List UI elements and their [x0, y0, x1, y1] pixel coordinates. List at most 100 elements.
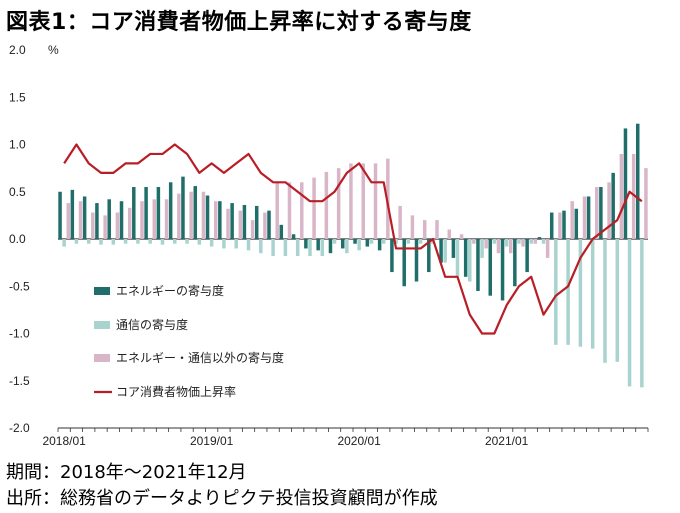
other-bar — [484, 239, 488, 249]
energy-bar — [488, 239, 493, 296]
telecom-bar — [504, 239, 509, 247]
energy-bar — [353, 239, 357, 244]
energy-bar — [476, 239, 480, 291]
legend-label: エネルギー・通信以外の寄与度 — [116, 350, 284, 365]
other-bar — [521, 239, 525, 247]
telecom-bar — [271, 239, 275, 257]
energy-bar — [500, 239, 505, 301]
x-tick-label: 2021/01 — [485, 434, 529, 448]
telecom-bar — [517, 239, 521, 244]
other-bar — [189, 191, 193, 239]
energy-bar — [328, 239, 333, 254]
energy-bar — [181, 176, 185, 239]
page-title: 図表1：コア消費者物価上昇率に対する寄与度 — [6, 10, 472, 35]
energy-bar — [144, 187, 148, 239]
telecom-bar — [406, 239, 411, 244]
energy-bar — [132, 187, 136, 239]
energy-bar — [365, 239, 370, 247]
other-bar — [127, 207, 132, 239]
telecom-bar — [418, 239, 423, 244]
telecom-bar — [615, 239, 620, 362]
telecom-bar — [529, 239, 533, 244]
energy-bar — [205, 195, 210, 239]
other-bar — [226, 208, 230, 239]
other-bar — [508, 239, 513, 254]
telecom-bar — [222, 239, 226, 249]
y-tick-label: 1.5 — [9, 90, 26, 104]
other-bar — [91, 212, 95, 239]
telecom-bar — [148, 239, 152, 244]
telecom-bar — [566, 239, 570, 345]
y-axis-unit: % — [48, 43, 59, 57]
other-bar — [324, 171, 329, 239]
energy-bar — [304, 239, 308, 249]
y-tick-label: 0.5 — [9, 185, 26, 199]
energy-bar — [193, 186, 198, 239]
telecom-bar — [259, 239, 263, 254]
energy-bar — [119, 201, 124, 239]
other-bar — [644, 168, 648, 239]
energy-bar — [623, 128, 628, 239]
other-bar — [582, 196, 587, 239]
telecom-bar — [62, 239, 66, 247]
other-bar — [373, 163, 378, 239]
other-bar — [459, 234, 464, 239]
telecom-bar — [369, 239, 374, 244]
energy-bar — [107, 199, 111, 239]
other-bar — [570, 201, 574, 239]
other-bar — [545, 239, 550, 258]
other-bar — [66, 203, 70, 239]
energy-bar — [562, 210, 566, 239]
energy-bar — [427, 239, 431, 273]
other-bar — [607, 182, 611, 239]
y-tick-label: -2.0 — [9, 421, 30, 435]
other-bar — [558, 212, 562, 239]
x-tick-label: 2019/01 — [190, 434, 234, 448]
telecom-bar — [320, 239, 325, 257]
other-bar — [177, 193, 181, 239]
telecom-bar — [394, 239, 398, 244]
energy-bar — [168, 182, 173, 239]
energy-bar — [537, 237, 542, 239]
telecom-bar — [332, 239, 337, 244]
telecom-bar — [554, 239, 558, 345]
other-bar — [78, 201, 83, 239]
energy-bar — [58, 191, 62, 239]
y-tick-label: 0.0 — [9, 232, 26, 246]
other-bar — [435, 220, 439, 239]
energy-bar — [377, 239, 382, 251]
y-tick-label: 1.0 — [9, 138, 26, 152]
energy-bar — [316, 239, 320, 251]
other-bar — [410, 215, 415, 239]
energy-bar — [82, 196, 87, 239]
other-bar — [275, 182, 279, 239]
telecom-bar — [492, 239, 497, 244]
telecom-bar — [541, 239, 546, 244]
other-bar — [361, 163, 365, 239]
other-bar — [140, 201, 144, 239]
telecom-bar — [578, 239, 583, 347]
energy-bar — [390, 239, 394, 273]
other-bar — [115, 212, 120, 239]
other-bar — [447, 229, 452, 239]
telecom-bar — [345, 239, 349, 254]
telecom-bar — [627, 239, 632, 387]
legend-label: コア消費者物価上昇率 — [116, 384, 236, 399]
energy-bar — [402, 239, 406, 287]
telecom-bar — [136, 239, 140, 244]
telecom-bar — [197, 239, 202, 245]
line-layer — [63, 143, 643, 335]
y-tick-label: -1.5 — [9, 374, 30, 388]
energy-bar — [291, 234, 296, 239]
other-bar — [250, 220, 255, 239]
telecom-legend-swatch — [94, 321, 110, 329]
legend-label: 通信の寄与度 — [116, 317, 188, 332]
energy-bar — [549, 212, 554, 239]
energy-bar — [267, 210, 271, 239]
energy-bar — [279, 224, 284, 239]
telecom-bar — [357, 239, 361, 251]
energy-bar — [636, 123, 640, 239]
energy-bar — [599, 187, 603, 239]
energy-bar — [242, 204, 247, 239]
